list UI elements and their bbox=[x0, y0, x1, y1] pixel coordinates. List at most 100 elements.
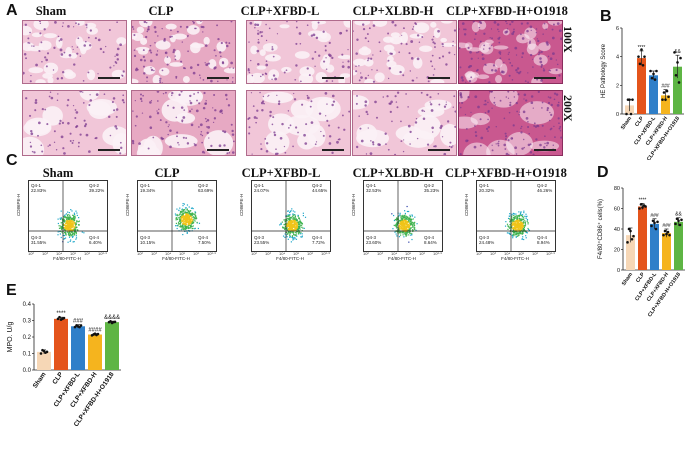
flow-x-axis-label: F4/80-FITC-H bbox=[53, 256, 81, 261]
quadrant-percent: 7.50% bbox=[198, 240, 211, 245]
flow-tick-label: 10³ bbox=[490, 251, 496, 256]
flow-plot-area: Q4-1 24.07% Q4-2 44.65% Q4-3 23.55% Q4-4 7.72% bbox=[251, 180, 331, 252]
data-point bbox=[679, 56, 682, 60]
flow-plot: Q4-1 22.83% Q4-2 39.22% Q4-3 31.55% Q4-4 6.40% 1… bbox=[14, 176, 109, 266]
bar bbox=[105, 322, 119, 370]
histology-image bbox=[352, 20, 457, 84]
flow-x-axis-label: F4/80-FITC-H bbox=[162, 256, 190, 261]
bar bbox=[71, 326, 85, 370]
panel-label-a: A bbox=[6, 2, 18, 19]
category-label: Sham bbox=[620, 115, 633, 130]
quadrant-name: Q4-4 bbox=[537, 235, 548, 240]
flow-plot-area: Q4-1 19.34% Q4-2 63.69% Q4-3 10.15% Q4-4 7.50% bbox=[137, 180, 217, 252]
data-point bbox=[641, 206, 644, 209]
flow-title-xfbd-l: CLP+XFBD-L bbox=[241, 166, 321, 180]
y-axis-label: F4/80⁺CD86⁺ cells(%) bbox=[597, 199, 604, 259]
data-point bbox=[655, 69, 658, 73]
data-point bbox=[45, 350, 49, 354]
data-point bbox=[638, 207, 641, 210]
quadrant-name: Q4-4 bbox=[424, 235, 435, 240]
quadrant-label: Q4-1 22.83% bbox=[31, 183, 46, 193]
flow-plot-area: Q4-1 20.32% Q4-2 46.26% Q4-3 24.48% Q4-4 8.94% bbox=[476, 180, 556, 252]
flow-tick-label: 10⁶ bbox=[307, 251, 314, 256]
flow-tick-label: 10² bbox=[251, 251, 257, 256]
data-point bbox=[39, 352, 43, 355]
bar bbox=[662, 233, 671, 270]
data-point bbox=[653, 221, 656, 225]
flow-tick-label: 10² bbox=[363, 251, 369, 256]
significance-mark: **** bbox=[638, 45, 646, 51]
flow-tick-label: 10² bbox=[28, 251, 34, 256]
flow-y-axis-label: CD86PE-H bbox=[125, 193, 130, 216]
quadrant-label: Q4-3 31.55% bbox=[31, 235, 46, 245]
flow-plot: Q4-1 24.07% Q4-2 44.65% Q4-3 23.55% Q4-4 7.72% 1… bbox=[237, 176, 332, 266]
significance-mark: && bbox=[675, 212, 682, 218]
data-point bbox=[653, 78, 657, 81]
quadrant-name: Q4-3 bbox=[479, 235, 490, 240]
histology-image bbox=[246, 20, 351, 84]
quadrant-name: Q4-3 bbox=[140, 235, 151, 240]
scale-bar bbox=[98, 77, 120, 79]
scale-bar bbox=[322, 149, 344, 151]
quadrant-percent: 10.15% bbox=[140, 240, 156, 245]
y-tick-label: 0.3 bbox=[23, 319, 32, 325]
data-point bbox=[109, 320, 112, 323]
data-point bbox=[644, 205, 647, 208]
data-point bbox=[678, 223, 682, 227]
data-point bbox=[677, 219, 680, 223]
quadrant-label: Q4-1 32.53% bbox=[366, 183, 381, 193]
flow-plot: Q4-1 32.53% Q4-2 35.23% Q4-3 23.60% Q4-4 8.64% 1… bbox=[349, 176, 444, 266]
scale-bar bbox=[534, 77, 556, 79]
quadrant-label: Q4-2 35.23% bbox=[424, 183, 439, 193]
quadrant-percent: 23.60% bbox=[366, 240, 382, 245]
magnification-label-200x: 200X bbox=[561, 95, 575, 122]
quadrant-label: Q4-3 23.60% bbox=[366, 235, 381, 245]
flow-tick-label: 10⁵ bbox=[518, 251, 525, 256]
data-point bbox=[680, 218, 683, 222]
panel-label-b: B bbox=[600, 8, 612, 25]
quadrant-percent: 35.23% bbox=[424, 188, 440, 193]
magnification-label-100x: 100X bbox=[561, 26, 575, 53]
data-point bbox=[677, 81, 681, 84]
data-point bbox=[79, 324, 83, 327]
data-point bbox=[638, 62, 642, 66]
quadrant-name: Q4-4 bbox=[198, 235, 209, 240]
histology-image bbox=[246, 90, 351, 156]
flow-plot: Q4-1 19.34% Q4-2 63.69% Q4-3 10.15% Q4-4 7.50% 1… bbox=[123, 176, 218, 266]
flow-title-clp: CLP bbox=[154, 166, 180, 180]
data-point bbox=[627, 227, 631, 231]
histology-title-xfbd-l: CLP+XFBD-L bbox=[240, 4, 320, 18]
quadrant-name: Q4-1 bbox=[479, 183, 490, 188]
data-point bbox=[632, 234, 635, 238]
histology-title-xfbd-h-o1918: CLP+XFBD-H+O1918 bbox=[446, 4, 568, 18]
histology-image bbox=[22, 90, 127, 156]
quadrant-label: Q4-2 63.69% bbox=[198, 183, 213, 193]
significance-mark: ### bbox=[662, 223, 671, 229]
data-point bbox=[656, 220, 659, 224]
significance-mark: **** bbox=[56, 311, 66, 317]
flow-tick-label: 10⁶·⁸ bbox=[433, 251, 443, 256]
flow-tick-label: 10³ bbox=[377, 251, 383, 256]
quadrant-name: Q4-1 bbox=[254, 183, 265, 188]
data-point bbox=[626, 241, 629, 244]
data-point bbox=[42, 349, 46, 353]
quadrant-name: Q4-1 bbox=[140, 183, 151, 188]
bar bbox=[649, 75, 658, 114]
data-point bbox=[640, 48, 643, 51]
data-point bbox=[641, 63, 645, 67]
quadrant-label: Q4-4 7.72% bbox=[312, 235, 325, 245]
y-tick-label: 20 bbox=[614, 248, 620, 254]
flow-tick-label: 10⁵ bbox=[293, 251, 300, 256]
significance-mark: #### bbox=[88, 328, 102, 334]
quadrant-name: Q4-2 bbox=[424, 183, 435, 188]
data-point bbox=[629, 112, 633, 116]
data-point bbox=[654, 227, 658, 231]
data-point bbox=[637, 55, 640, 58]
scale-bar bbox=[207, 77, 229, 79]
quadrant-label: Q4-4 7.50% bbox=[198, 235, 211, 245]
histology-image bbox=[458, 20, 563, 84]
bar bbox=[637, 58, 646, 114]
y-tick-label: 80 bbox=[614, 186, 620, 192]
quadrant-name: Q4-2 bbox=[198, 183, 209, 188]
